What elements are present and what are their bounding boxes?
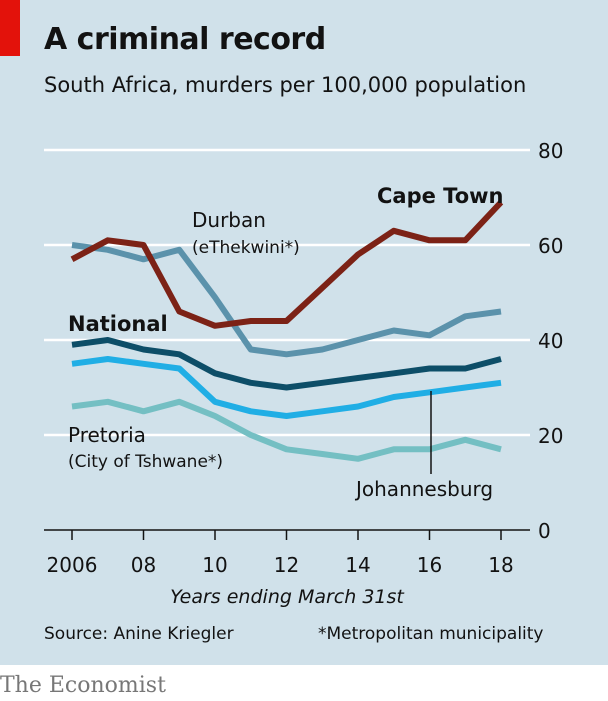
series-label-pretoria-sub: (City of Tshwane*) [68, 452, 223, 472]
chart-subtitle: South Africa, murders per 100,000 popula… [44, 73, 527, 97]
series-line-national [71, 337, 502, 391]
accent-bar [0, 0, 20, 56]
series-line-pretoria [71, 398, 502, 462]
source-note: Source: Anine Kriegler [44, 624, 234, 644]
economist-logo-text: The Economist [0, 673, 166, 698]
x-tick-label: 08 [131, 553, 156, 577]
chart-panel [0, 0, 608, 665]
x-axis-ticks: 2006 08 10 12 14 16 18 [47, 530, 514, 577]
y-tick-label: 80 [538, 139, 563, 163]
x-tick-label: 10 [202, 553, 227, 577]
y-tick-label: 20 [538, 424, 563, 448]
footnote: *Metropolitan municipality [318, 624, 544, 644]
series-lines [70, 200, 504, 462]
line-chart: 0 20 40 60 80 2006 08 10 12 14 16 18 Years ending … [44, 139, 563, 608]
series-label-pretoria: Pretoria [68, 423, 146, 447]
x-tick-label: 14 [345, 553, 370, 577]
series-label-national: National [68, 312, 168, 336]
x-tick-label: 2006 [47, 553, 98, 577]
x-tick-label: 16 [417, 553, 442, 577]
series-line-johannesburg [71, 356, 502, 419]
series-label-durban: Durban [192, 208, 266, 232]
y-tick-label: 60 [538, 234, 563, 258]
series-label-cape-town: Cape Town [377, 184, 503, 208]
x-tick-label: 18 [488, 553, 513, 577]
x-axis-label: Years ending March 31st [170, 586, 405, 608]
series-label-durban-sub: (eThekwini*) [192, 238, 300, 258]
series-labels: Cape Town Durban (eThekwini*) National J… [68, 184, 503, 501]
y-tick-label: 40 [538, 329, 563, 353]
x-tick-label: 12 [274, 553, 299, 577]
chart-title: A criminal record [44, 22, 326, 57]
series-line-durban [71, 242, 502, 358]
y-tick-label: 0 [538, 519, 551, 543]
y-axis-ticks: 0 20 40 60 80 [538, 139, 563, 543]
series-line-cape-town [70, 200, 504, 329]
series-label-johannesburg: Johannesburg [354, 477, 493, 501]
